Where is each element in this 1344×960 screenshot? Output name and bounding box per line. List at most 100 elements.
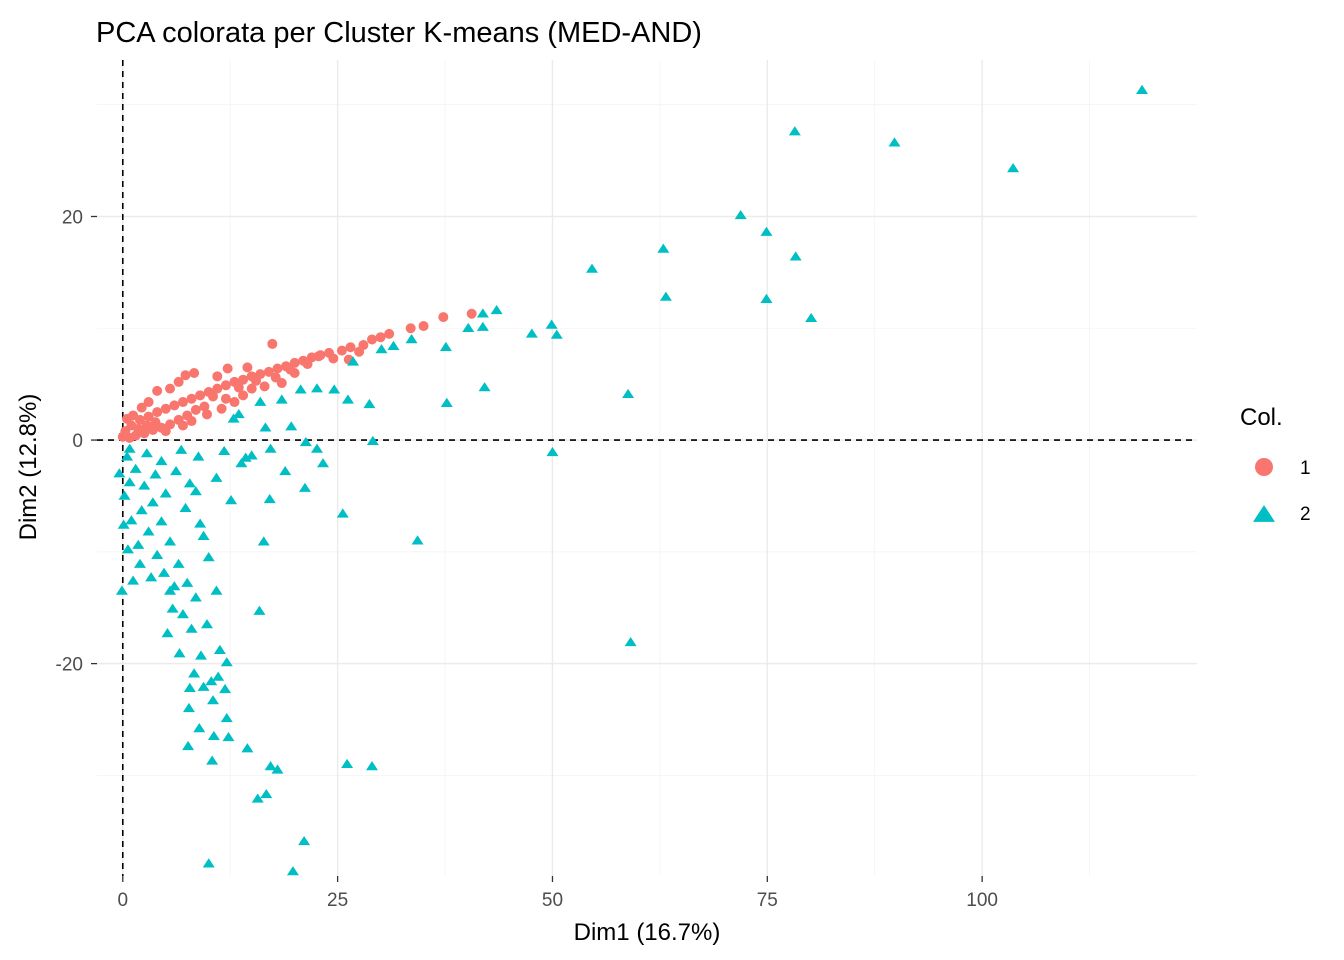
data-point bbox=[271, 764, 284, 774]
data-point bbox=[298, 835, 311, 846]
data-point bbox=[624, 636, 637, 647]
data-point bbox=[238, 390, 249, 401]
data-point bbox=[354, 346, 365, 357]
legend-title: Col. bbox=[1240, 404, 1283, 431]
y-tick-label: 20 bbox=[62, 207, 83, 228]
legend-entries: 12 bbox=[1253, 458, 1311, 525]
data-point bbox=[405, 323, 416, 334]
data-point bbox=[177, 420, 188, 431]
x-tick-label: 0 bbox=[117, 890, 128, 911]
data-point bbox=[115, 585, 128, 595]
data-point bbox=[242, 362, 253, 373]
data-point bbox=[133, 558, 146, 568]
data-point bbox=[123, 477, 136, 487]
data-point bbox=[345, 342, 356, 353]
data-point bbox=[336, 345, 347, 356]
data-point bbox=[760, 226, 773, 236]
data-point bbox=[250, 375, 261, 386]
data-point bbox=[622, 388, 635, 399]
data-point bbox=[285, 421, 298, 431]
data-point bbox=[189, 367, 200, 378]
data-point bbox=[176, 609, 189, 619]
data-point bbox=[155, 455, 168, 466]
data-point bbox=[212, 371, 223, 382]
data-point bbox=[173, 376, 184, 387]
data-point bbox=[189, 486, 202, 496]
data-point bbox=[132, 539, 145, 549]
data-point bbox=[317, 458, 330, 468]
legend: Col. 12 bbox=[1240, 404, 1311, 525]
data-point bbox=[259, 422, 272, 432]
data-point bbox=[328, 384, 341, 394]
data-point bbox=[206, 755, 219, 765]
data-point bbox=[545, 319, 558, 329]
y-axis-title: Dim2 (12.8%) bbox=[15, 394, 42, 541]
data-point bbox=[232, 408, 245, 419]
data-point bbox=[275, 394, 288, 404]
data-point bbox=[202, 552, 215, 562]
data-point bbox=[169, 400, 180, 411]
data-point bbox=[260, 789, 273, 799]
legend-key-circle bbox=[1255, 458, 1273, 476]
data-point bbox=[478, 382, 491, 392]
data-point bbox=[438, 312, 449, 323]
data-point bbox=[220, 712, 233, 723]
data-point bbox=[180, 370, 191, 381]
data-point bbox=[253, 605, 266, 615]
data-point bbox=[805, 312, 818, 322]
data-point bbox=[182, 702, 195, 713]
data-point bbox=[197, 530, 210, 540]
data-point bbox=[229, 397, 240, 408]
data-point bbox=[270, 372, 281, 383]
data-point bbox=[659, 291, 672, 301]
data-point bbox=[216, 403, 227, 414]
x-tick-label: 100 bbox=[966, 890, 998, 911]
data-point bbox=[122, 413, 133, 424]
data-point bbox=[159, 488, 172, 498]
data-point bbox=[152, 407, 163, 418]
data-point bbox=[207, 695, 220, 705]
legend-label: 1 bbox=[1300, 458, 1311, 479]
data-point bbox=[227, 413, 240, 423]
data-point bbox=[160, 403, 171, 414]
data-point bbox=[168, 581, 181, 591]
series-2-points bbox=[113, 84, 1148, 876]
data-point bbox=[259, 381, 270, 392]
data-point bbox=[220, 380, 231, 391]
data-point bbox=[212, 383, 223, 394]
data-point bbox=[212, 671, 225, 681]
data-point bbox=[194, 650, 207, 660]
data-point bbox=[145, 572, 158, 582]
plot-panel bbox=[97, 60, 1197, 876]
series-1-points bbox=[117, 308, 477, 443]
data-point bbox=[151, 549, 164, 559]
data-point bbox=[160, 426, 171, 437]
data-point bbox=[140, 448, 153, 458]
data-point bbox=[233, 382, 244, 393]
data-point bbox=[220, 393, 231, 404]
data-point bbox=[150, 417, 161, 428]
data-point bbox=[142, 526, 155, 536]
data-point bbox=[183, 478, 196, 488]
data-point bbox=[172, 558, 185, 568]
data-point bbox=[113, 468, 126, 478]
data-point bbox=[220, 657, 233, 667]
data-point bbox=[197, 681, 210, 691]
data-point bbox=[789, 251, 802, 261]
data-point bbox=[173, 648, 186, 658]
data-point bbox=[218, 445, 231, 456]
data-point bbox=[1007, 163, 1020, 173]
data-point bbox=[760, 293, 773, 303]
data-point bbox=[302, 359, 313, 370]
data-point bbox=[182, 740, 195, 751]
data-point bbox=[158, 567, 171, 577]
data-point bbox=[264, 443, 277, 453]
data-point bbox=[439, 341, 452, 352]
data-point bbox=[311, 443, 323, 453]
data-point bbox=[125, 515, 138, 525]
data-point bbox=[387, 340, 400, 350]
data-point bbox=[263, 366, 274, 377]
data-point bbox=[121, 544, 134, 554]
data-point bbox=[466, 308, 477, 319]
data-point bbox=[490, 304, 503, 315]
